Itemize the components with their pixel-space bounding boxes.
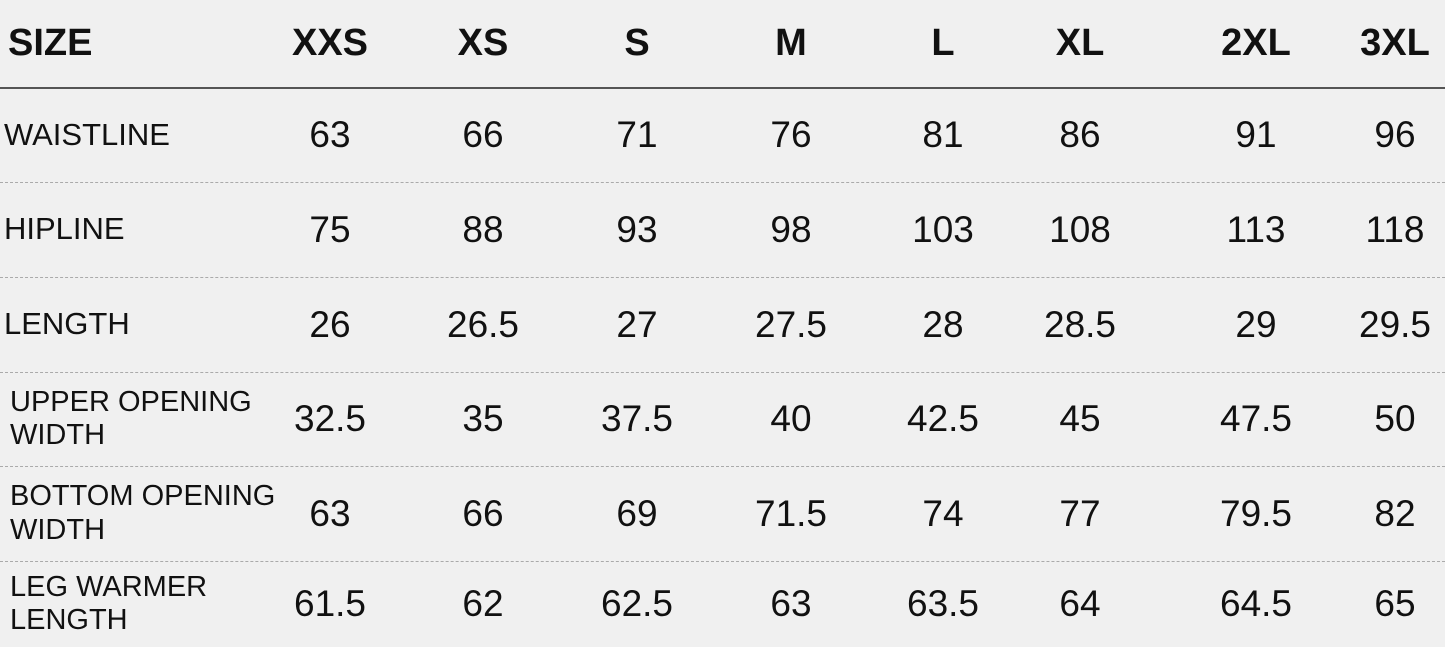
cell-value: 28 [922,303,964,345]
cell-value: 96 [1374,114,1416,155]
cell-value: 29.5 [1358,303,1432,345]
row-label-line: WIDTH [10,513,106,546]
cell-value: 66 [462,114,504,155]
row-divider [0,466,1445,467]
cell-value: 63 [309,492,351,534]
cell-value: 65 [1374,583,1416,624]
header-cell: SIZE [8,21,93,64]
cell-value: 26.5 [446,303,520,345]
row-divider [0,182,1445,183]
header-rule [0,87,1445,89]
cell-value: 47.5 [1219,398,1293,439]
cell-value: 50 [1374,398,1416,439]
cell-value: 27.5 [754,303,828,345]
row-label-line: WAISTLINE [4,116,170,152]
cell-value: 76 [770,114,812,155]
cell-value: 108 [1049,208,1111,250]
header-cell: XS [457,21,509,64]
cell-value: 35 [462,398,504,439]
cell-value: 113 [1226,208,1286,250]
cell-value: 81 [922,114,964,155]
row-label: WAISTLINE [4,88,170,182]
cell-value: 29 [1235,303,1277,345]
row-label-line: WIDTH [10,419,106,451]
row-label-line: HIPLINE [4,211,125,247]
cell-value: 82 [1374,492,1416,534]
header-cell: 2XL [1221,21,1291,64]
row-label: UPPER OPENING WIDTH [4,372,252,466]
row-label-line: LEG WARMER [10,570,208,603]
cell-value: 98 [770,208,812,250]
header-cell: M [775,21,807,64]
header-cell: S [624,21,650,64]
header-cell: L [931,21,955,64]
cell-value: 63 [309,114,351,155]
cell-value: 64 [1059,583,1101,624]
cell-value: 91 [1235,114,1277,155]
header-cell: 3XL [1360,21,1430,64]
cell-value: 28.5 [1043,303,1117,345]
cell-value: 64.5 [1219,583,1293,624]
cell-value: 74 [922,492,964,534]
row-label-line: UPPER OPENING [10,385,252,418]
row-label: HIPLINE [4,182,125,277]
row-label-line: LENGTH [4,306,130,342]
row-label: LENGTH [4,277,130,372]
cell-value: 79.5 [1219,492,1293,534]
cell-value: 27 [616,303,658,345]
cell-value: 62.5 [600,583,674,624]
row-label: LEG WARMER LENGTH [4,561,207,647]
cell-value: 42.5 [906,398,980,439]
cell-value: 71 [616,114,658,155]
row-divider [0,561,1445,562]
header-cell: XXS [291,21,369,64]
cell-value: 37.5 [600,398,674,439]
cell-value: 69 [616,492,658,534]
row-label-line: LENGTH [10,604,128,636]
row-divider [0,277,1445,278]
cell-value: 40 [770,398,812,439]
row-label-line: BOTTOM OPENING [10,480,276,513]
cell-value: 32.5 [293,398,367,439]
cell-value: 61.5 [293,583,367,624]
cell-value: 88 [462,208,504,250]
cell-value: 71.5 [754,492,828,534]
cell-value: 103 [912,208,974,250]
row-label: BOTTOM OPENING WIDTH [4,466,275,561]
cell-value: 93 [616,208,658,250]
cell-value: 75 [309,208,351,250]
cell-value: 118 [1365,208,1425,250]
cell-value: 66 [462,492,504,534]
cell-value: 26 [309,303,351,345]
cell-value: 63 [770,583,812,624]
cell-value: 77 [1059,492,1101,534]
row-divider [0,372,1445,373]
cell-value: 45 [1059,398,1101,439]
cell-value: 63.5 [906,583,980,624]
header-cell: XL [1055,21,1105,64]
cell-value: 62 [462,583,504,624]
cell-value: 86 [1059,114,1101,155]
